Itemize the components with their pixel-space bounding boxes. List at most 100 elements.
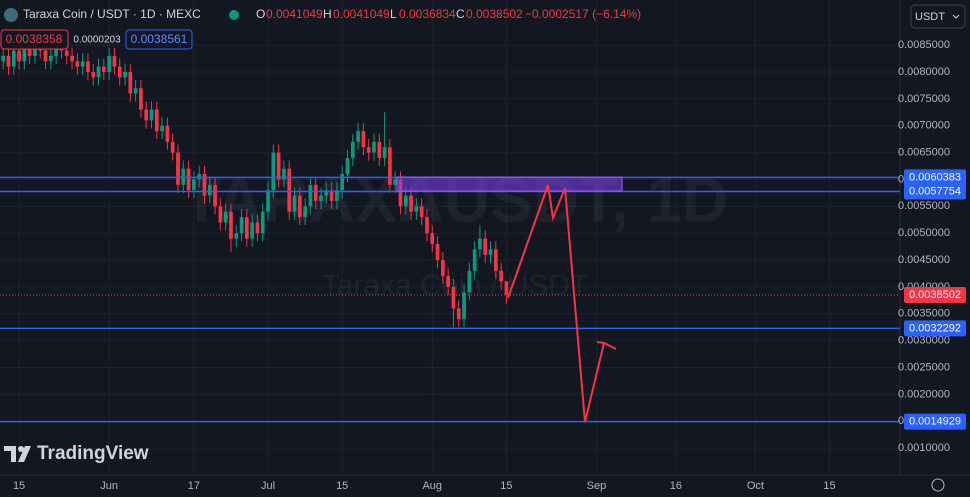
candle-body bbox=[234, 233, 239, 239]
settings-icon[interactable] bbox=[931, 478, 945, 492]
candle-body bbox=[207, 184, 212, 196]
y-tick-label: 0.0030000 bbox=[898, 335, 950, 347]
last-price-label: 0.0038502 bbox=[909, 289, 961, 301]
candle-body bbox=[229, 211, 233, 239]
candle-body bbox=[101, 66, 106, 73]
x-tick-label: 15 bbox=[336, 480, 348, 492]
candle-body bbox=[133, 88, 138, 94]
level-label-bg bbox=[904, 413, 966, 430]
candle-body bbox=[202, 174, 207, 196]
candle-body bbox=[112, 55, 117, 67]
candle-body bbox=[425, 217, 429, 234]
candle-body bbox=[456, 308, 461, 320]
x-tick-label: 15 bbox=[500, 480, 512, 492]
candle-body bbox=[414, 206, 419, 212]
y-tick-label: 0.0075000 bbox=[898, 93, 950, 105]
level-label: 0.0060383 bbox=[909, 171, 961, 183]
low-label: L bbox=[390, 7, 397, 21]
candle-body bbox=[48, 55, 53, 62]
candle-body bbox=[440, 260, 445, 277]
last-price-bg bbox=[904, 286, 966, 303]
x-tick-label: Oct bbox=[747, 480, 764, 492]
candle-body bbox=[107, 55, 111, 73]
logo-dot bbox=[18, 446, 24, 452]
candle-body bbox=[340, 174, 345, 191]
coin-icon bbox=[4, 8, 18, 22]
candle-body bbox=[292, 195, 297, 212]
symbol-title: Taraxa Coin / USDT · 1D · MEXC bbox=[23, 7, 201, 21]
candle-body bbox=[239, 217, 244, 234]
zone-rect bbox=[396, 176, 623, 192]
y-tick-label: 0.0065000 bbox=[898, 147, 950, 159]
candle-body bbox=[499, 270, 503, 282]
candle-body bbox=[22, 45, 27, 62]
candle-body bbox=[218, 206, 223, 223]
candle-body bbox=[483, 238, 488, 255]
currency-dropdown[interactable] bbox=[910, 4, 966, 29]
sell-price[interactable]: 0.0038358 bbox=[6, 32, 63, 46]
candle-body bbox=[17, 50, 21, 62]
status-dot bbox=[229, 10, 239, 20]
candle-body bbox=[165, 125, 170, 142]
candle-body bbox=[393, 179, 398, 185]
candle-body bbox=[462, 292, 466, 320]
x-tick-label: Aug bbox=[422, 480, 442, 492]
candle-body bbox=[266, 190, 270, 212]
candle-body bbox=[255, 222, 260, 234]
candle-body bbox=[96, 66, 101, 78]
sell-button[interactable] bbox=[0, 29, 69, 50]
candle-body bbox=[372, 141, 376, 153]
candle-body bbox=[324, 190, 329, 196]
candle-body bbox=[329, 190, 334, 201]
close-label: C bbox=[456, 7, 465, 21]
dropdown-caret[interactable] bbox=[952, 14, 960, 19]
candle-body bbox=[493, 249, 498, 271]
close-value: 0.0038502 bbox=[466, 7, 523, 21]
low-value: 0.0036834 bbox=[399, 7, 456, 21]
candle-body bbox=[64, 50, 69, 56]
level-label-bg bbox=[904, 320, 966, 337]
candle-body bbox=[27, 45, 32, 56]
y-tick-label: 0.0050000 bbox=[898, 227, 950, 239]
candle-body bbox=[282, 168, 286, 180]
high-label: H bbox=[323, 7, 332, 21]
candle-body bbox=[75, 61, 80, 67]
candle-body bbox=[6, 55, 11, 67]
candle-body bbox=[244, 217, 249, 239]
candle-body bbox=[409, 195, 413, 212]
y-tick-label: 0.0080000 bbox=[898, 66, 950, 78]
x-tick-label: Jul bbox=[261, 480, 275, 492]
candle-body bbox=[451, 286, 456, 309]
candle-body bbox=[303, 206, 307, 218]
candle-body bbox=[54, 45, 59, 56]
candle-body bbox=[176, 152, 180, 185]
change-value: −0.0002517 (−6.14%) bbox=[525, 7, 641, 21]
x-tick-label: 17 bbox=[188, 480, 200, 492]
buy-price[interactable]: 0.0038561 bbox=[131, 32, 188, 46]
candle-body bbox=[382, 147, 387, 158]
y-tick-label: 0.0085000 bbox=[898, 39, 950, 51]
level-label-bg bbox=[904, 169, 966, 186]
candle-body bbox=[398, 179, 403, 207]
projection-arrow bbox=[507, 184, 605, 423]
candle-body bbox=[345, 157, 350, 175]
candle-body bbox=[149, 109, 154, 121]
candle-body bbox=[271, 152, 276, 191]
candle-body bbox=[160, 125, 164, 132]
y-tick-label: 0.0020000 bbox=[898, 388, 950, 400]
candle-body bbox=[91, 72, 96, 78]
candle-body bbox=[467, 270, 472, 293]
buy-button[interactable] bbox=[125, 29, 193, 50]
level-label: 0.0057754 bbox=[909, 185, 961, 197]
axes: 0.00100000.00150000.00200000.00250000.00… bbox=[13, 39, 966, 492]
candle-body bbox=[276, 152, 281, 180]
logo-mark bbox=[4, 446, 31, 462]
candle-body bbox=[154, 109, 159, 132]
candle-body bbox=[11, 50, 16, 67]
candle-body bbox=[80, 61, 85, 67]
arrow-head bbox=[596, 341, 617, 350]
candle-body bbox=[287, 168, 292, 212]
candle-body bbox=[86, 61, 90, 73]
currency-label[interactable]: USDT bbox=[915, 11, 945, 23]
